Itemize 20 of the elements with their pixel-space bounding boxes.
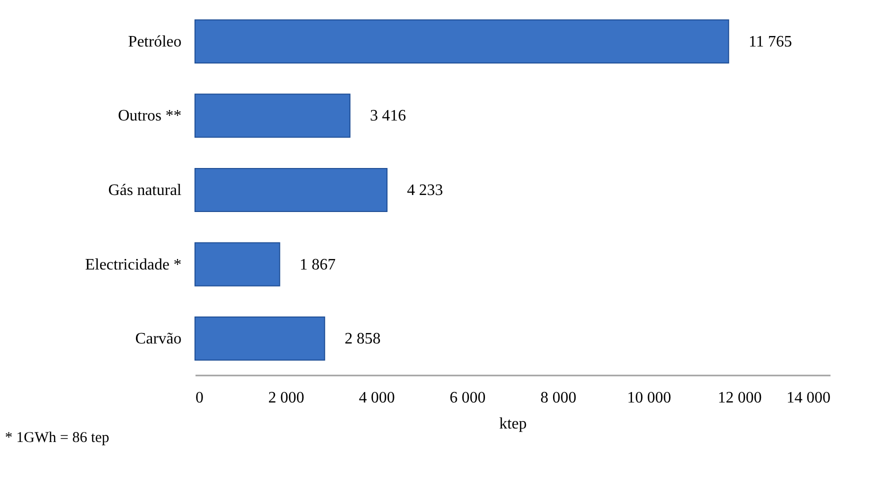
x-tick-label: 14 000 xyxy=(786,390,830,406)
data-label: 3 416 xyxy=(370,108,406,125)
y-tick-label: Carvão xyxy=(135,330,182,348)
x-axis-title: ktep xyxy=(499,416,527,432)
x-tick-label: 12 000 xyxy=(718,390,762,406)
x-tick-label: 10 000 xyxy=(627,390,672,406)
y-tick-label: Petróleo xyxy=(128,33,182,50)
x-tick-label: 2 000 xyxy=(268,390,304,406)
data-label: 1 867 xyxy=(300,256,336,274)
x-tick-label: 8 000 xyxy=(540,390,576,406)
data-label: 4 233 xyxy=(406,182,443,199)
x-tick-label: 0 xyxy=(196,390,204,406)
data-label: 11 765 xyxy=(748,33,792,50)
y-tick-label: Electricidade * xyxy=(85,256,182,274)
y-tick-label: Outros ** xyxy=(118,108,182,125)
text: * 1GWh = 86 tep xyxy=(5,430,110,446)
data-label: 2 858 xyxy=(344,330,381,348)
y-tick-label: Gás natural xyxy=(108,182,182,199)
x-tick-label: 4 000 xyxy=(358,390,395,406)
x-tick-label: 6 000 xyxy=(450,390,486,406)
